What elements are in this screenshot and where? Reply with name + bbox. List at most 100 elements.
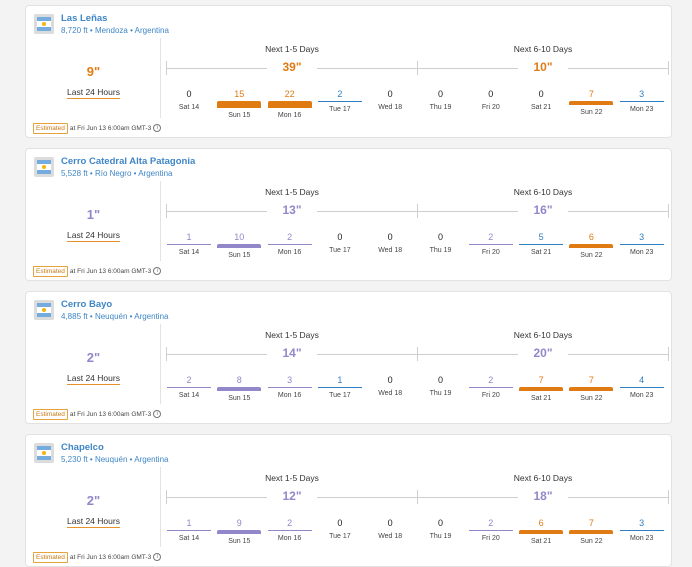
resort-province-link[interactable]: Neuquén	[94, 455, 128, 464]
day-label: Wed 18	[378, 533, 403, 540]
daily-snow-value: 6	[538, 518, 544, 528]
forecast-timestamp: at Fri Jun 13 6:00am GMT-3	[69, 268, 152, 275]
daily-snow-bar	[317, 101, 362, 102]
daily-forecast: 6 Sun 22	[569, 232, 614, 259]
range-header: Next 6-10 Days	[513, 473, 573, 483]
daily-forecast: 2 Sat 14	[167, 375, 211, 399]
daily-snow-bar	[519, 244, 564, 245]
daily-snow-value: 0	[387, 89, 393, 99]
last-24h-snowfall: 1"	[86, 207, 101, 222]
daily-snow-value: 0	[437, 518, 443, 528]
resort-province-link[interactable]: Neuquén	[94, 312, 128, 321]
info-icon[interactable]: i	[153, 553, 162, 562]
daily-forecast: 0 Wed 18	[368, 375, 412, 397]
resort-name-link[interactable]: Chapelco	[61, 442, 104, 453]
daily-snow-bar	[317, 387, 362, 388]
argentina-flag-icon	[34, 157, 54, 177]
daily-snow-value: 15	[234, 89, 245, 99]
info-icon[interactable]: i	[153, 267, 162, 276]
daily-forecast: 7 Sun 22	[569, 89, 614, 116]
resort-card: Chapelco 5,230 ft • Neuquén • Argentina 2"…	[25, 434, 672, 567]
info-icon[interactable]: i	[153, 124, 162, 133]
resort-province-link[interactable]: Mendoza	[94, 26, 128, 35]
forecast-timestamp: at Fri Jun 13 6:00am GMT-3	[69, 554, 152, 561]
day-label: Wed 18	[378, 390, 403, 397]
day-label: Thu 19	[429, 533, 452, 540]
daily-forecast: 3 Mon 23	[619, 89, 664, 113]
daily-snow-bar	[519, 387, 564, 391]
daily-snow-bar	[569, 101, 614, 105]
daily-snow-bar	[217, 387, 262, 391]
resort-country-link[interactable]: Argentina	[134, 455, 169, 464]
daily-forecast: 1 Sat 14	[167, 518, 211, 542]
estimated-badge: Estimated	[33, 409, 68, 420]
estimated-row: Estimated at Fri Jun 13 6:00am GMT-3 i	[33, 552, 162, 563]
day-label: Sat 14	[178, 392, 200, 399]
resort-country-link[interactable]: Argentina	[134, 312, 169, 321]
resort-location: 5,230 ft • Neuquén • Argentina	[61, 455, 169, 464]
resort-country-link[interactable]: Argentina	[134, 26, 169, 35]
daily-snow-bar	[619, 530, 664, 531]
day-label: Fri 20	[481, 104, 500, 111]
day-label: Sun 22	[580, 395, 603, 402]
info-icon[interactable]: i	[153, 410, 162, 419]
daily-snow-value: 0	[387, 518, 393, 528]
range-tick	[166, 347, 167, 361]
daily-snow-bar	[569, 244, 614, 248]
daily-forecast: 10 Sun 15	[217, 232, 262, 259]
range-total: 16"	[518, 203, 568, 217]
daily-snow-bar	[468, 244, 513, 245]
daily-snow-value: 7	[588, 89, 594, 99]
daily-forecast: 0 Tue 17	[318, 518, 362, 540]
daily-forecast: 5 Sat 21	[519, 232, 564, 256]
daily-snow-value: 0	[437, 232, 443, 242]
daily-forecast: 3 Mon 23	[619, 518, 664, 542]
resort-name-link[interactable]: Las Leñas	[61, 13, 108, 24]
daily-snow-value: 1	[186, 232, 192, 242]
estimated-row: Estimated at Fri Jun 13 6:00am GMT-3 i	[33, 123, 162, 134]
daily-snow-value: 0	[488, 89, 494, 99]
day-label: Sat 21	[530, 395, 552, 402]
daily-forecast: 2 Mon 16	[267, 232, 312, 256]
daily-snow-value: 0	[387, 232, 393, 242]
daily-forecast: 22 Mon 16	[267, 89, 312, 119]
daily-snow-bar	[619, 387, 664, 388]
daily-snow-value: 0	[337, 518, 343, 528]
day-label: Mon 16	[277, 535, 302, 542]
day-label: Tue 17	[329, 247, 351, 254]
daily-snow-value: 4	[639, 375, 645, 385]
day-label: Thu 19	[429, 104, 452, 111]
daily-snow-value: 6	[588, 232, 594, 242]
range-header: Next 1-5 Days	[265, 473, 319, 483]
resort-name-link[interactable]: Cerro Catedral Alta Patagonia	[61, 156, 196, 167]
resort-province-link[interactable]: Río Negro	[94, 169, 132, 178]
day-label: Thu 19	[429, 390, 452, 397]
column-divider	[160, 181, 161, 261]
day-label: Sun 15	[228, 395, 251, 402]
daily-forecast: 3 Mon 16	[267, 375, 312, 399]
daily-snow-value: 10	[234, 232, 245, 242]
daily-forecast: 7 Sat 21	[519, 375, 564, 402]
range-header: Next 1-5 Days	[265, 330, 319, 340]
daily-snow-bar	[217, 530, 262, 534]
range-tick	[417, 490, 418, 504]
day-label: Mon 16	[277, 392, 302, 399]
resort-country-link[interactable]: Argentina	[138, 169, 173, 178]
daily-forecast: 0 Thu 19	[419, 375, 463, 397]
daily-snow-value: 3	[639, 232, 645, 242]
daily-forecast: 0 Thu 19	[419, 89, 463, 111]
daily-forecast: 15 Sun 15	[217, 89, 262, 119]
daily-snow-bar	[267, 530, 312, 531]
daily-snow-bar	[569, 387, 614, 391]
daily-forecast: 0 Sat 21	[519, 89, 563, 111]
range-header: Next 1-5 Days	[265, 187, 319, 197]
resort-name-link[interactable]: Cerro Bayo	[61, 299, 113, 310]
daily-forecast: 6 Sat 21	[519, 518, 564, 545]
range-tick	[668, 347, 669, 361]
daily-snow-bar	[167, 387, 211, 388]
daily-snow-value: 7	[588, 375, 594, 385]
daily-snow-value: 2	[337, 89, 343, 99]
daily-snow-value: 0	[437, 375, 443, 385]
estimated-badge: Estimated	[33, 123, 68, 134]
daily-snow-bar	[468, 387, 513, 388]
